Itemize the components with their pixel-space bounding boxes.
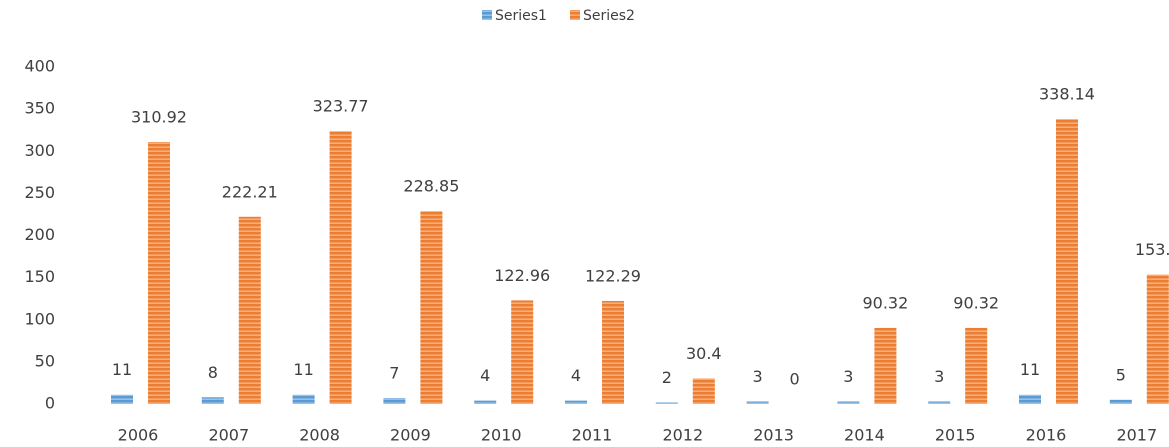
bar [148, 142, 170, 404]
data-label: 122.96 [494, 266, 550, 285]
data-label: 122.29 [585, 266, 641, 285]
data-label: 90.32 [953, 293, 999, 312]
bar [238, 216, 261, 404]
bar [565, 400, 587, 404]
bar [874, 327, 897, 404]
y-tick-label: 50 [35, 351, 55, 370]
data-label: 228.85 [403, 177, 459, 196]
y-tick-label: 0 [45, 394, 55, 413]
data-label: 90.32 [862, 293, 908, 312]
bar [474, 400, 497, 404]
bar [201, 397, 224, 404]
x-tick-label: 2009 [390, 426, 431, 445]
y-tick-label: 250 [24, 183, 55, 202]
bar [928, 401, 951, 404]
bar [111, 394, 133, 404]
bar [1019, 394, 1041, 404]
data-label: 310.92 [131, 108, 187, 127]
x-tick-label: 2015 [935, 426, 976, 445]
bar [511, 300, 534, 404]
x-tick-label: 2008 [299, 426, 340, 445]
legend-swatch [482, 10, 492, 20]
bar [692, 378, 715, 404]
data-label: 11 [1020, 360, 1040, 379]
x-tick-label: 2017 [1116, 426, 1157, 445]
y-tick-label: 200 [24, 225, 55, 244]
legend-swatch [570, 10, 580, 20]
x-tick-label: 2007 [208, 426, 249, 445]
data-label: 8 [208, 363, 218, 382]
data-label: 3 [753, 367, 763, 386]
x-tick-label: 2014 [844, 426, 885, 445]
data-label: 153.7 [1135, 240, 1169, 259]
data-label: 2 [662, 368, 672, 387]
y-tick-label: 150 [24, 267, 55, 286]
bar [655, 402, 678, 404]
data-label: 11 [112, 360, 132, 379]
data-label: 323.77 [313, 97, 369, 116]
x-tick-label: 2012 [662, 426, 703, 445]
bar [420, 211, 443, 404]
y-tick-label: 400 [24, 57, 55, 76]
data-label: 222.21 [222, 182, 278, 201]
data-label: 30.4 [686, 344, 722, 363]
legend-label: Series1 [495, 8, 547, 24]
bar [746, 401, 769, 404]
x-tick-label: 2016 [1026, 426, 1067, 445]
bar [1056, 119, 1078, 404]
data-label: 4 [480, 366, 490, 385]
data-label: 5 [1116, 365, 1126, 384]
data-label: 4 [571, 366, 581, 385]
data-label: 0 [790, 370, 800, 389]
data-label: 7 [389, 364, 399, 383]
data-label: 338.14 [1039, 85, 1095, 104]
y-tick-label: 300 [24, 141, 55, 160]
data-label: 3 [934, 367, 944, 386]
x-tick-label: 2011 [572, 426, 613, 445]
bar [1146, 274, 1169, 404]
bar [292, 394, 315, 404]
bar [383, 398, 406, 404]
x-tick-label: 2013 [753, 426, 794, 445]
bar [837, 401, 860, 404]
bar [1109, 399, 1132, 404]
bar [965, 327, 988, 404]
bar [602, 300, 624, 404]
x-tick-label: 2010 [481, 426, 522, 445]
bar [329, 131, 352, 405]
data-label: 3 [843, 367, 853, 386]
x-tick-label: 2006 [118, 426, 159, 445]
y-tick-label: 100 [24, 309, 55, 328]
y-tick-label: 350 [24, 99, 55, 118]
data-label: 11 [293, 360, 313, 379]
legend-label: Series2 [583, 8, 635, 24]
